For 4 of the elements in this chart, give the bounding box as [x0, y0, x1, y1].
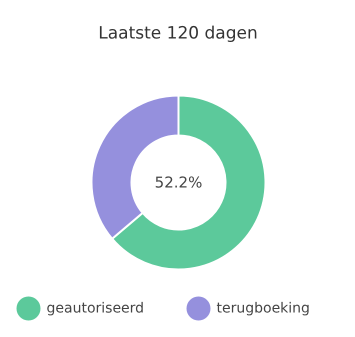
- text: 52.2%: [154, 174, 202, 192]
- legend-label: geautoriseerd: [46, 300, 144, 316]
- chart-title: Laatste 120 dagen: [98, 24, 258, 44]
- legend-label: terugboeking: [216, 300, 310, 316]
